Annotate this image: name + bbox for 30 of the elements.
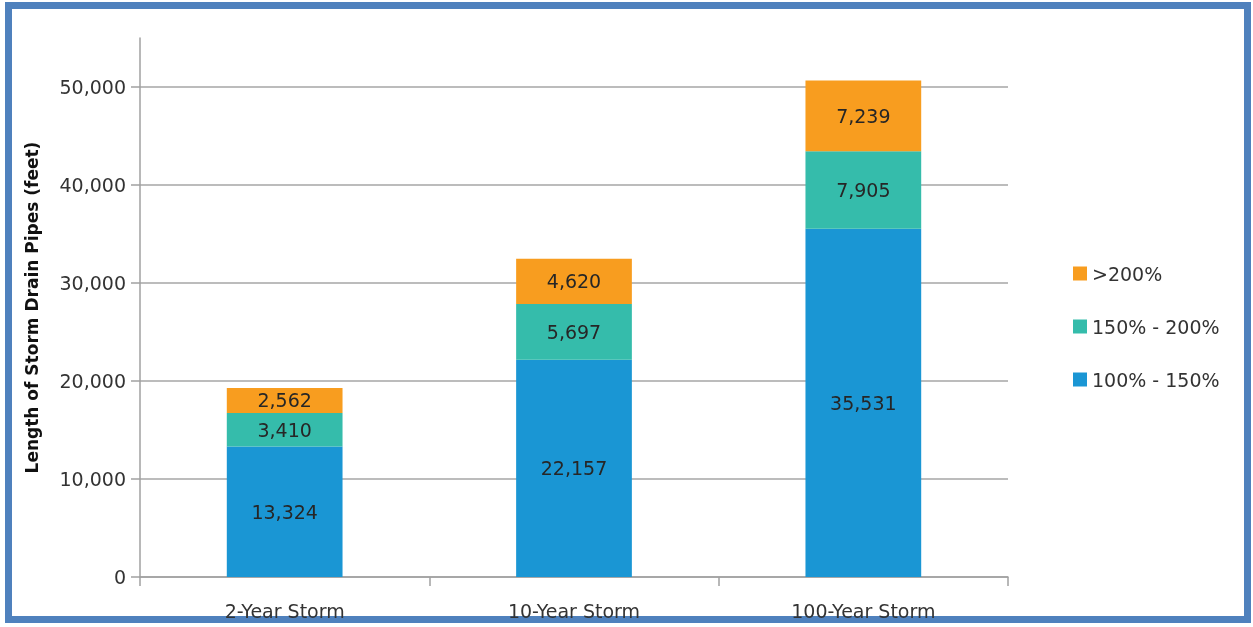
y-tick-label: 40,000 [59,174,126,196]
y-axis-title: Length of Storm Drain Pipes (feet) [21,141,42,474]
data-label: 5,697 [546,320,602,343]
data-label: 13,324 [251,500,318,523]
y-tick-label: 50,000 [59,76,126,98]
data-label: 7,905 [836,179,891,202]
data-label: 4,620 [546,270,602,293]
bar [805,151,922,229]
data-label: 22,157 [540,457,608,480]
bar [805,228,922,577]
legend-label: 150% - 200% [1092,315,1220,338]
bar [516,304,632,360]
legend-label: 100% - 150% [1092,368,1220,391]
x-tick-label: 100-Year Storm [791,599,936,622]
x-tick-label: 10-Year Storm [507,599,641,622]
bar [805,80,922,152]
y-tick-label: 20,000 [59,370,126,392]
data-label: 7,239 [836,104,891,127]
y-tick-label: 30,000 [59,272,126,294]
y-tick-label: 0 [113,566,126,588]
y-tick-label: 10,000 [59,468,126,490]
bar [226,413,343,447]
legend-label: >200% [1092,262,1163,285]
bar [516,258,632,305]
data-label: 2,562 [257,389,312,412]
bar [226,446,343,577]
data-label: 35,531 [830,391,897,414]
x-tick-label: 2-Year Storm [224,599,345,622]
bar [516,359,632,577]
data-label: 3,410 [257,418,312,441]
